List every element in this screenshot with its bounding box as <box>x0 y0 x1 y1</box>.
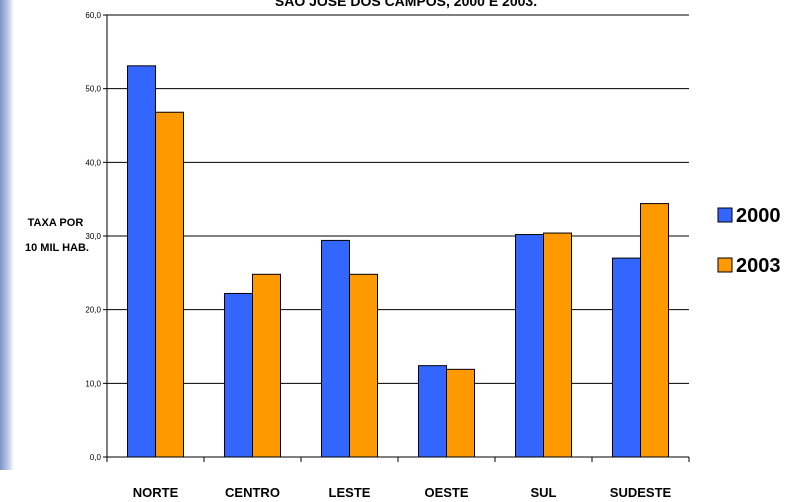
decorative-side-strip <box>0 0 14 470</box>
bar-2000-norte <box>127 65 156 458</box>
bar-2000-oeste <box>418 365 447 458</box>
y-tick-label: 0,0 <box>90 453 102 462</box>
legend: 2000 2003 <box>717 205 781 277</box>
bar-2000-centro <box>224 292 253 458</box>
bar-2003-sudeste <box>640 203 669 458</box>
y-tick-label: 20,0 <box>85 306 101 315</box>
y-axis-label: TAXA POR 10 MIL HAB. <box>25 217 89 254</box>
y-tick-label: 50,0 <box>85 85 101 94</box>
axes <box>103 14 690 462</box>
bar-2003-centro <box>252 273 281 458</box>
y-tick-label: 40,0 <box>85 158 101 167</box>
y-tick-label: 10,0 <box>85 379 101 388</box>
bar-2003-norte <box>155 111 184 458</box>
bars <box>127 65 669 458</box>
y-tick-label: 30,0 <box>85 232 101 241</box>
bar-2000-sul <box>515 234 544 458</box>
bar-2000-sudeste <box>612 257 641 458</box>
bar-2003-sul <box>543 232 572 458</box>
x-category-label: SUDESTE <box>610 485 672 500</box>
x-category-label: CENTRO <box>225 485 280 500</box>
legend-swatch-2000 <box>717 207 733 223</box>
x-axis-categories: NORTE CENTRO LESTE OESTE SUL SUDESTE <box>133 485 672 500</box>
bar-2000-leste <box>321 239 350 458</box>
legend-label-2003: 2003 <box>736 255 781 277</box>
y-axis-label-line-1: TAXA POR <box>28 217 84 229</box>
y-tick-label: 60,0 <box>85 11 101 20</box>
legend-swatch-2003 <box>717 257 733 273</box>
bar-2003-leste <box>349 273 378 458</box>
gridlines <box>107 14 689 384</box>
y-axis-label-line-2: 10 MIL HAB. <box>25 242 89 254</box>
x-category-label: LESTE <box>329 485 371 500</box>
y-axis-ticks: 0,0 10,0 20,0 30,0 40,0 50,0 60,0 <box>85 11 101 462</box>
x-category-label: NORTE <box>133 485 179 500</box>
chart-title: SÃO JOSÉ DOS CAMPOS, 2000 E 2003. <box>275 0 537 9</box>
x-category-label: OESTE <box>424 485 468 500</box>
legend-label-2000: 2000 <box>736 205 781 227</box>
bar-2003-oeste <box>446 368 475 458</box>
x-category-label: SUL <box>531 485 557 500</box>
